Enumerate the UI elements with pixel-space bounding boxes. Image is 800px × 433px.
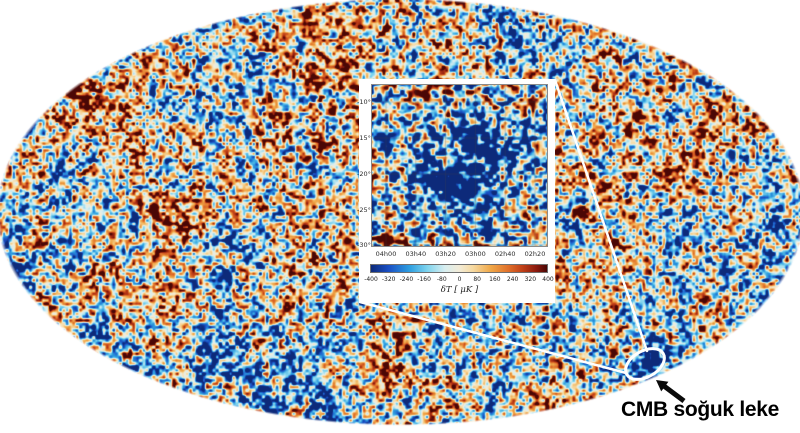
colorbar-tick: 0 <box>457 276 462 283</box>
colorbar-tick: 240 <box>506 276 519 283</box>
colorbar-tick: 400 <box>542 276 554 283</box>
inset-plot-frame <box>371 84 548 247</box>
inset-ytick: -25° <box>357 206 371 214</box>
cold-spot-annotation-label: CMB soğuk leke <box>621 398 780 421</box>
colorbar-gradient <box>370 264 548 273</box>
inset-xtick: 02h40 <box>494 250 516 258</box>
cold-spot-inset-panel: -10° -15° -20° -25° -30° 04h00 03h40 03h… <box>357 79 555 303</box>
inset-xtick: 03h20 <box>435 250 456 258</box>
inset-xtick: 04h00 <box>375 250 397 258</box>
inset-ytick: -15° <box>357 134 371 142</box>
inset-ytick: -10° <box>357 98 371 106</box>
colorbar-tick: 320 <box>524 276 537 283</box>
cold-spot-inset-canvas <box>371 84 548 247</box>
inset-xtick: 03h40 <box>405 250 427 258</box>
colorbar-tick: -240 <box>399 276 414 283</box>
colorbar-tick: -160 <box>417 276 431 283</box>
colorbar-tick: -400 <box>364 276 378 283</box>
colorbar-tick: -80 <box>436 276 447 283</box>
inset-ytick: -20° <box>357 170 371 178</box>
colorbar-unit-label: δT [ μK ] <box>440 285 479 295</box>
inset-xtick: 03h00 <box>465 250 486 258</box>
inset-ytick: -30° <box>357 241 371 249</box>
inset-xtick: 02h20 <box>524 250 546 258</box>
colorbar-tick: 80 <box>473 276 482 283</box>
colorbar-tick: 160 <box>489 276 501 283</box>
colorbar-tick: -320 <box>381 276 396 283</box>
